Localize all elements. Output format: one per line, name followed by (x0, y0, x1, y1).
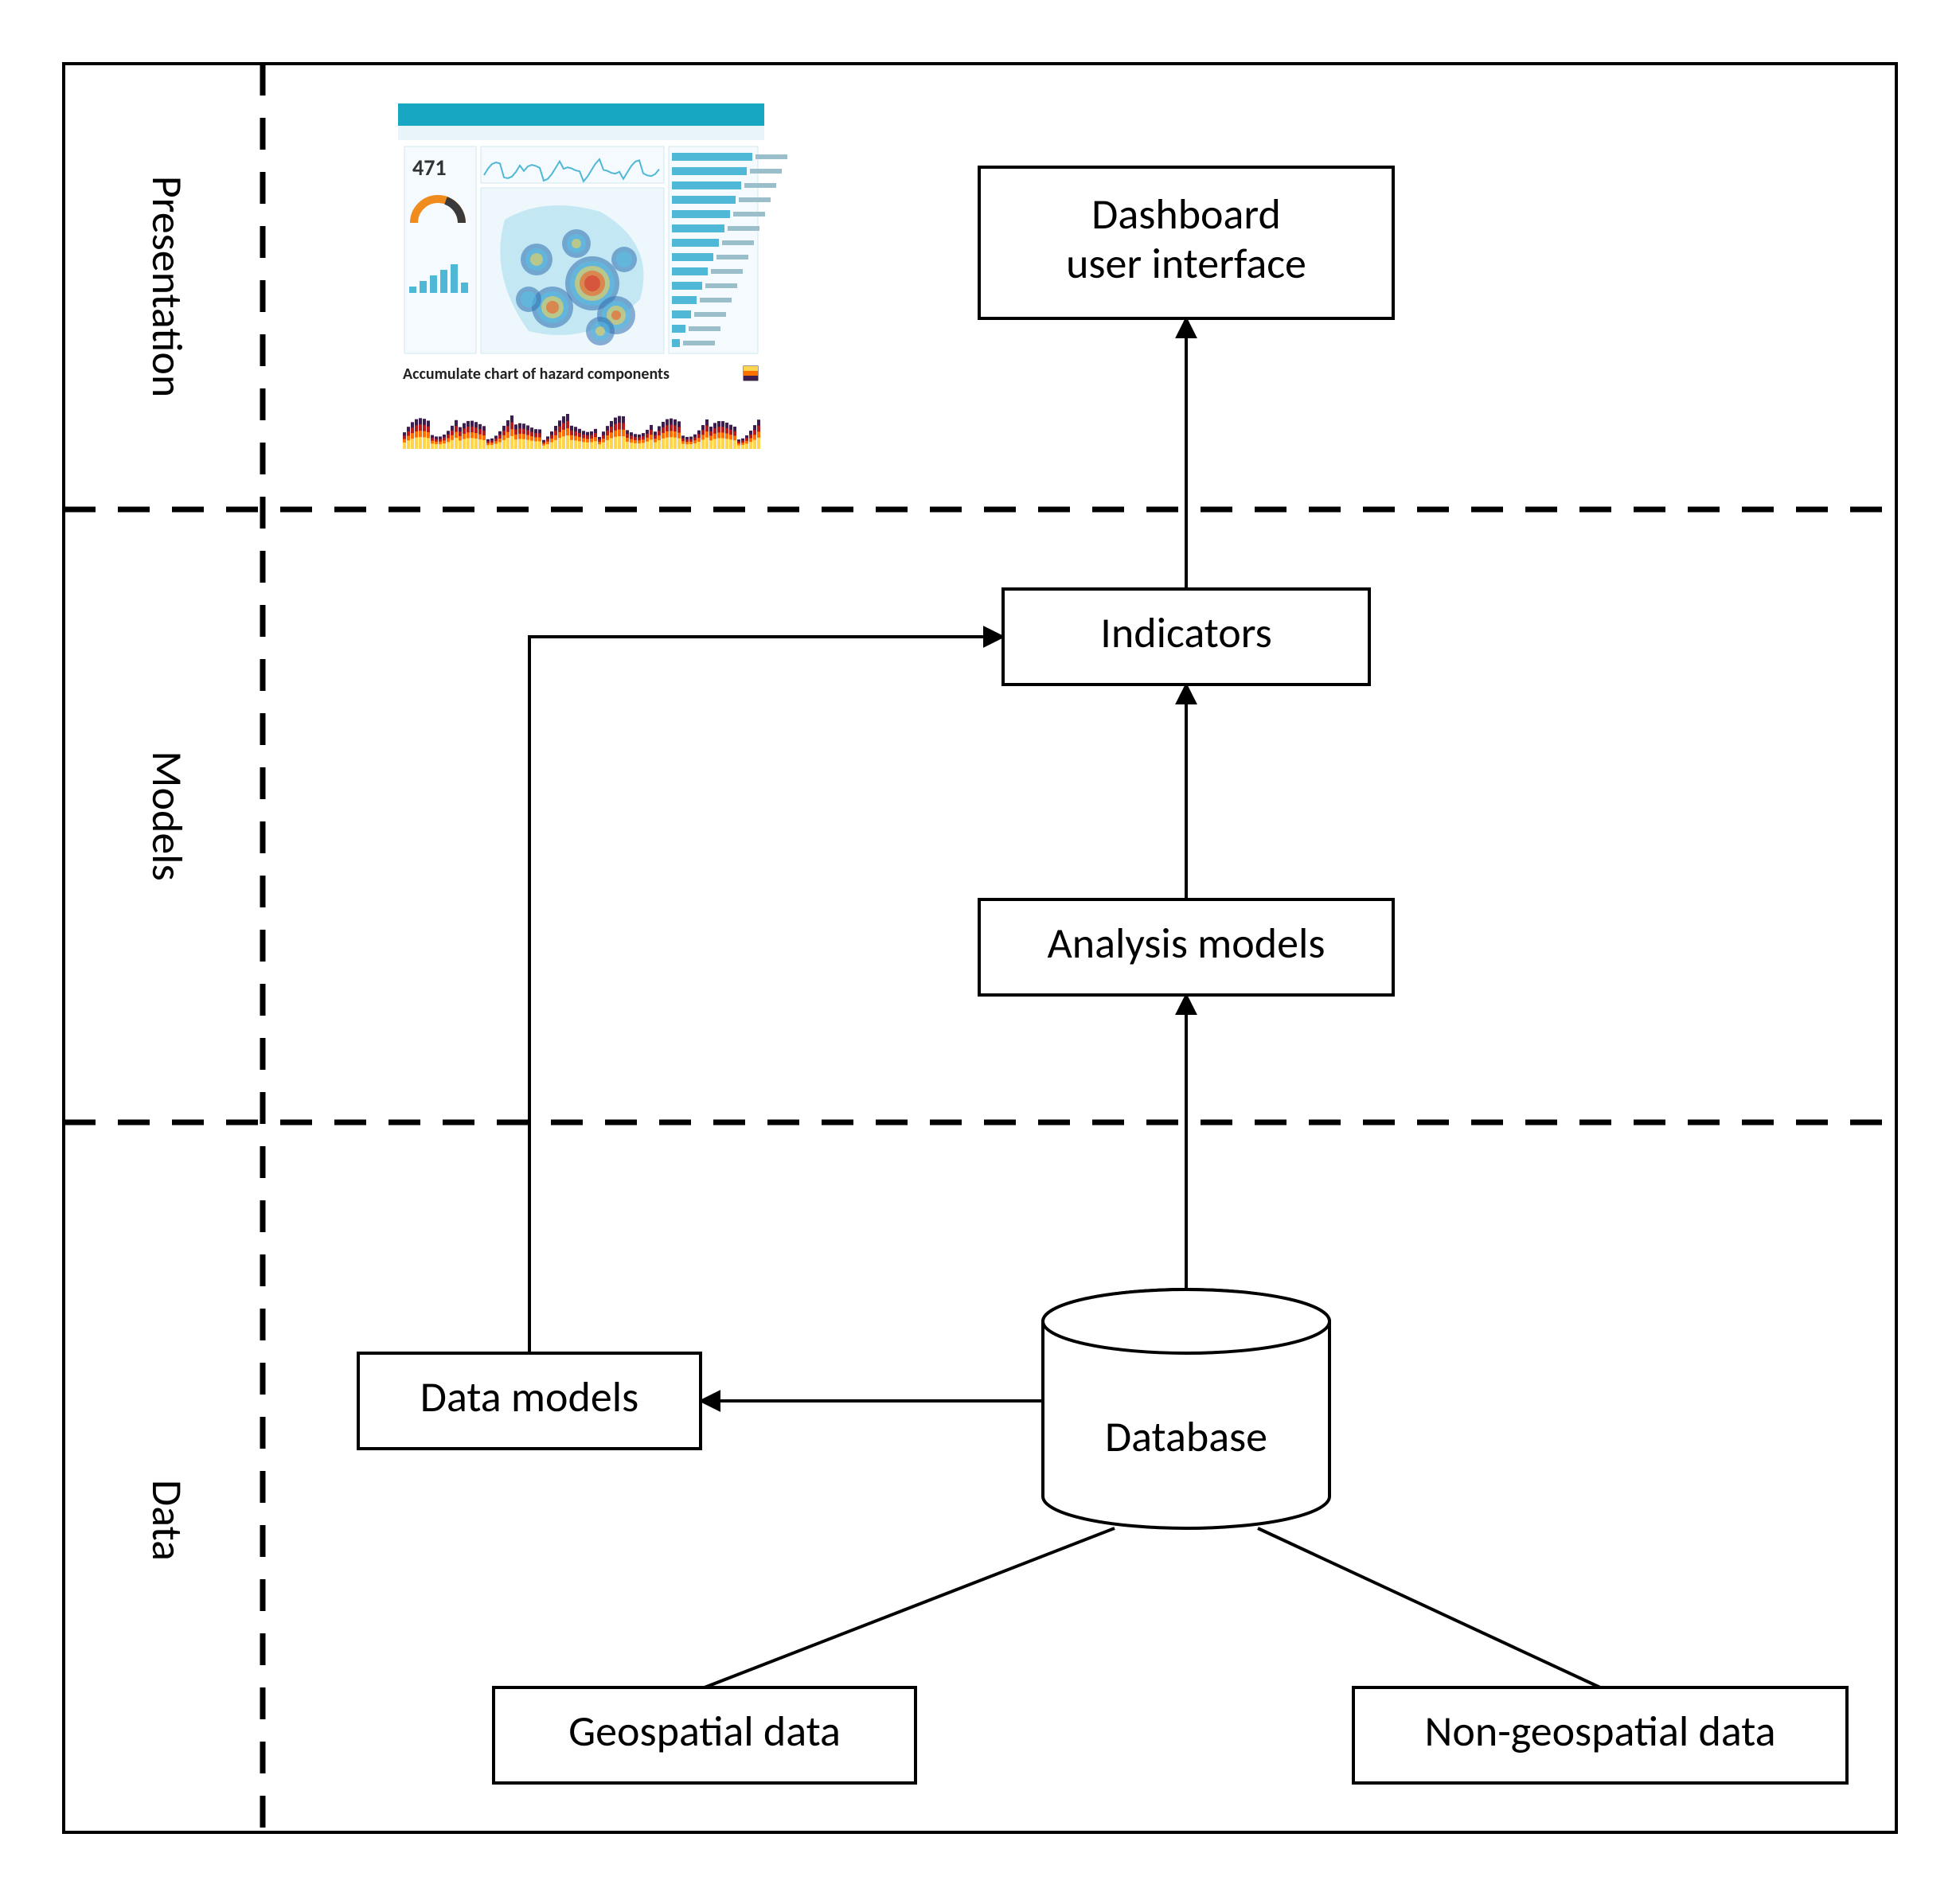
node-label-datamodels-0: Data models (420, 1371, 638, 1423)
layer-label-presentation: Presentation (141, 176, 193, 397)
diagram-svg: Presentation Models Data Dashboarduser inte… (0, 0, 1960, 1896)
node-dashboard: Dashboarduser interface (979, 167, 1393, 318)
node-analysis: Analysis models (979, 899, 1393, 995)
thumbnail-caption: Accumulate chart of hazard components (403, 365, 670, 384)
node-label-analysis-0: Analysis models (1047, 917, 1325, 969)
diagram-stage: Presentation Models Data Dashboarduser inte… (0, 0, 1960, 1896)
node-label-nongeospatial-0: Non-geospatial data (1425, 1705, 1776, 1758)
node-label-dashboard-1: user interface (1066, 237, 1306, 290)
layer-label-models: Models (141, 751, 193, 880)
node-datamodels: Data models (358, 1353, 701, 1449)
layer-label-data: Data (141, 1480, 193, 1561)
edge-geo-to-db (705, 1528, 1115, 1687)
node-label-dashboard-0: Dashboard (1091, 188, 1281, 240)
node-database: Database (1043, 1289, 1329, 1528)
node-geospatial: Geospatial data (494, 1687, 916, 1783)
edge-datamodels-to-ind (529, 637, 1003, 1353)
node-indicators: Indicators (1003, 589, 1369, 685)
edge-nongeo-to-db (1258, 1528, 1600, 1687)
node-label-indicators-0: Indicators (1100, 607, 1272, 659)
dashboard-thumbnail: 471 Accumulate chart of hazard components (398, 103, 787, 454)
node-nongeospatial: Non-geospatial data (1353, 1687, 1847, 1783)
node-label-database-0: Database (1105, 1410, 1267, 1463)
node-label-geospatial-0: Geospatial data (568, 1705, 841, 1758)
thumbnail-stat: 471 (412, 154, 447, 181)
